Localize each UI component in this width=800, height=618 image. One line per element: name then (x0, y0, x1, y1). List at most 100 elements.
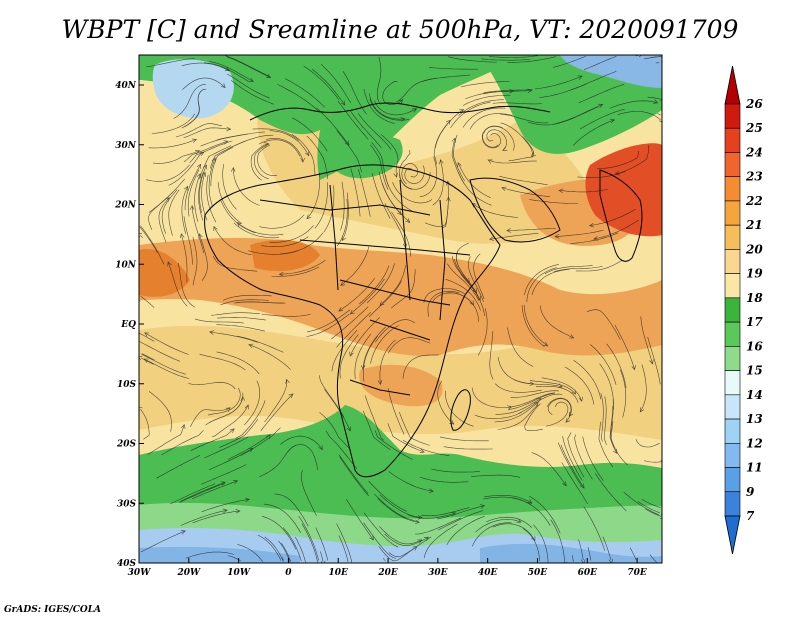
streamline (472, 522, 512, 547)
streamline (577, 170, 626, 179)
streamline (336, 199, 348, 247)
streamline (339, 456, 369, 497)
streamline (298, 515, 319, 561)
streamline (606, 343, 627, 389)
streamline (649, 554, 658, 563)
streamline (184, 164, 201, 211)
streamline (211, 312, 260, 316)
streamline (269, 225, 314, 243)
streamline-arrow (196, 163, 202, 169)
streamline (507, 327, 534, 367)
streamline (374, 100, 417, 116)
lat-label: 30S (117, 499, 137, 509)
lon-label: 30W (128, 568, 152, 578)
streamline (148, 139, 197, 149)
streamline (395, 77, 437, 103)
streamline-arrow (344, 140, 350, 146)
streamline (279, 259, 326, 275)
lon-label: 30E (428, 568, 448, 578)
streamline-arrow (248, 343, 254, 349)
streamline (265, 138, 304, 163)
streamline (264, 536, 284, 562)
streamline (259, 214, 305, 229)
streamline-arrow (244, 404, 249, 410)
streamline (190, 407, 231, 427)
streamline (467, 256, 484, 302)
streamline (271, 266, 320, 277)
streamline-arrow (377, 379, 383, 385)
streamline (499, 175, 548, 186)
streamline (603, 396, 607, 445)
streamline (222, 164, 237, 210)
streamline (376, 56, 382, 105)
streamline (282, 527, 302, 562)
streamline-arrow (346, 426, 351, 432)
streamline-arrow (285, 378, 290, 384)
streamline (139, 332, 155, 342)
colorbar-label: 13 (746, 412, 763, 426)
streamline (253, 143, 270, 180)
streamline (492, 523, 536, 541)
streamline (423, 288, 466, 303)
lat-label: EQ (120, 320, 136, 330)
streamline (294, 536, 306, 563)
streamline (379, 339, 396, 385)
streamline-arrow (562, 481, 567, 487)
streamline-arrow (226, 126, 232, 132)
streamline-arrow (318, 445, 323, 451)
streamline (497, 404, 539, 430)
streamline (495, 398, 542, 415)
streamline-arrow (649, 359, 654, 365)
streamline (401, 163, 419, 185)
streamline (641, 498, 661, 508)
streamline (379, 526, 423, 545)
streamline (227, 73, 270, 99)
streamline (529, 199, 579, 204)
streamline (199, 233, 208, 281)
streamline (350, 168, 361, 217)
streamline (446, 515, 486, 546)
colorbar-label: 25 (745, 121, 763, 135)
streamline (191, 205, 205, 254)
streamline (382, 558, 386, 562)
streamline (546, 397, 572, 423)
streamline (140, 295, 155, 308)
streamline (311, 68, 346, 106)
streamline-arrow (288, 393, 294, 399)
streamline (508, 392, 555, 408)
streamline-arrow (565, 417, 571, 423)
streamline (564, 366, 595, 405)
streamline (379, 494, 423, 518)
border-7 (399, 179, 411, 301)
streamline (212, 256, 258, 272)
streamline (261, 515, 297, 550)
streamline (552, 55, 587, 68)
streamline (363, 335, 378, 382)
streamline (526, 267, 557, 303)
streamline (402, 440, 450, 456)
streamline (363, 89, 395, 124)
colorbar-segment (724, 176, 741, 202)
lat-label: 20N (114, 201, 137, 211)
streamline-arrow (349, 351, 354, 357)
streamline (477, 308, 488, 356)
streamline (292, 117, 328, 152)
streamline-arrow (501, 186, 507, 192)
streamline (419, 476, 469, 483)
streamline (531, 452, 567, 486)
streamline-arrow (580, 483, 585, 489)
streamline (469, 113, 513, 130)
streamline (471, 474, 521, 478)
streamline-arrow (558, 188, 564, 194)
colorbar-label: 22 (745, 194, 763, 208)
streamline (657, 112, 661, 116)
streamline (364, 395, 385, 441)
streamline (250, 143, 269, 181)
streamline (281, 557, 284, 561)
lat-label: 20S (116, 440, 137, 450)
streamline (178, 263, 196, 308)
streamline-arrow (189, 205, 195, 210)
streamline (257, 144, 278, 176)
streamline (481, 132, 502, 149)
streamline-arrow (533, 402, 539, 407)
